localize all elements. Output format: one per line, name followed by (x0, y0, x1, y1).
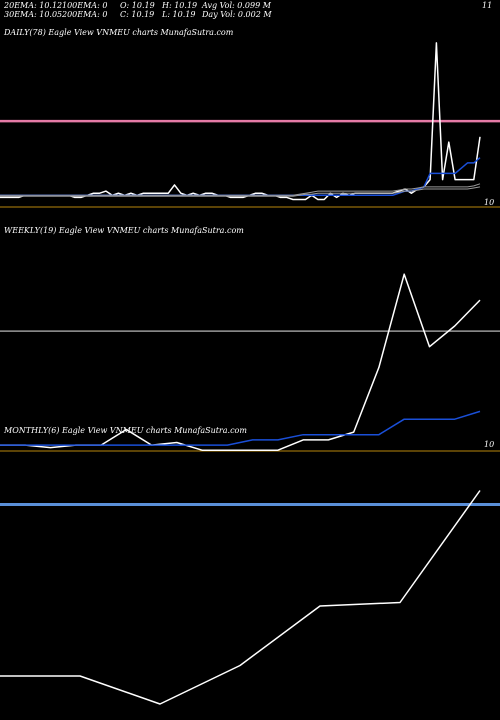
monthly-series-line-0 (0, 490, 481, 705)
low-label: L: 10.19 (162, 10, 196, 19)
weekly-panel-title: WEEKLY(19) Eagle View VNMEU charts Munaf… (4, 226, 244, 235)
high-label: H: 10.19 (162, 1, 198, 10)
avg-vol-label: Avg Vol: 0.099 M (202, 1, 271, 10)
daily-panel-title: DAILY(78) Eagle View VNMEU charts Munafa… (4, 28, 234, 37)
weekly-series-line-1 (0, 410, 481, 446)
daily-price-tag: 10 (484, 198, 495, 207)
daily-series-line-1 (0, 157, 481, 197)
daily-series-line-0 (0, 42, 481, 201)
daily-series-line-3 (0, 186, 481, 197)
ema100-label: 100EMA: 0 (62, 1, 108, 10)
daily-series-line-2 (0, 183, 481, 196)
close-label: C: 10.19 (120, 10, 155, 19)
ema30-label: 30EMA: 10.05 (4, 10, 63, 19)
header-number: 11 (482, 1, 493, 10)
open-label: O: 10.19 (120, 1, 155, 10)
weekly-series-line-0 (0, 273, 481, 451)
weekly-price-tag: 10 (484, 440, 495, 449)
ema200-label: 200EMA: 0 (62, 10, 108, 19)
day-vol-label: Day Vol: 0.002 M (202, 10, 272, 19)
ema20-label: 20EMA: 10.12 (4, 1, 63, 10)
